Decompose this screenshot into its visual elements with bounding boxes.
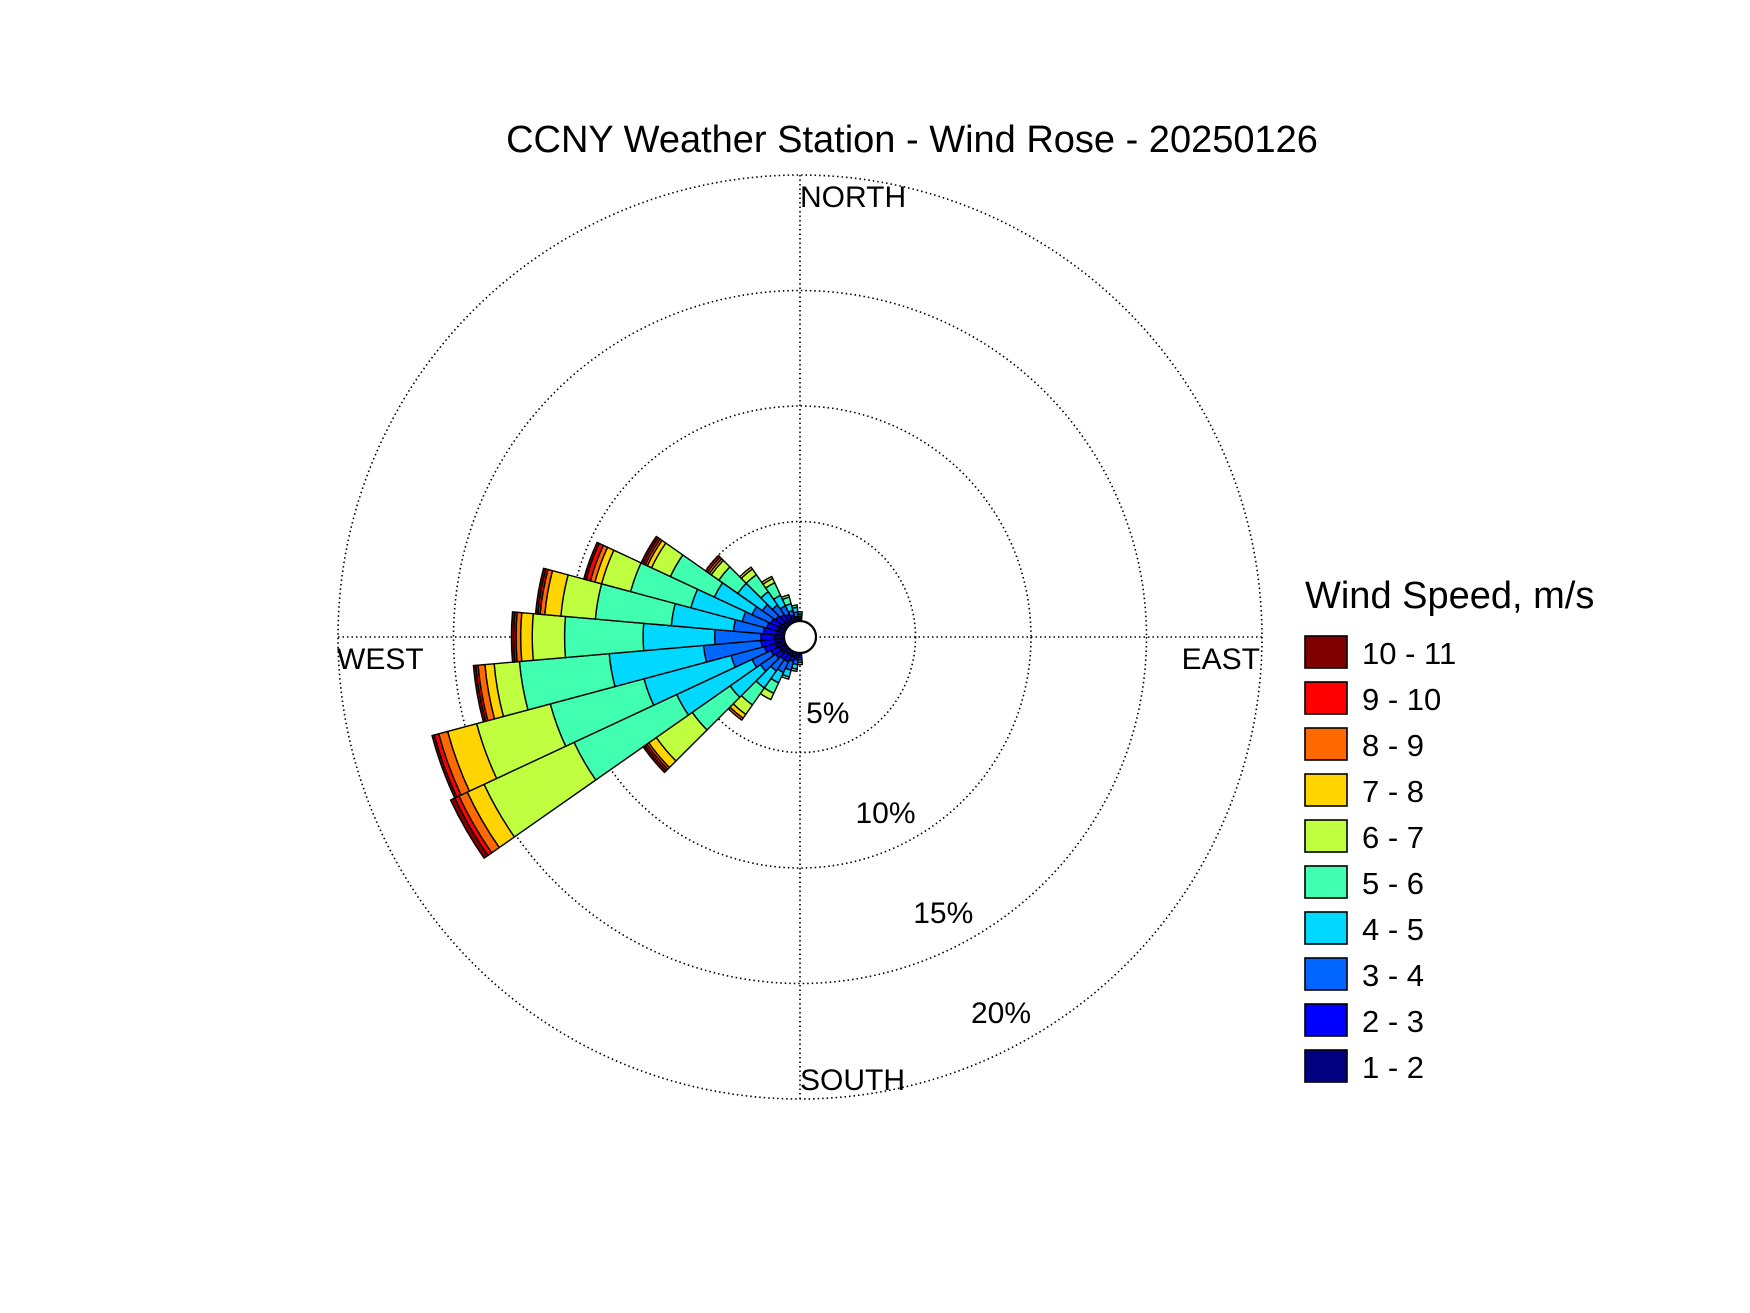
sector-260 — [472, 637, 786, 723]
direction-label-south: SOUTH — [800, 1064, 905, 1097]
legend-swatch — [1304, 681, 1348, 715]
legend-swatch — [1304, 865, 1348, 899]
sector-320 — [738, 566, 792, 627]
ring-label-20: 20% — [971, 997, 1031, 1030]
direction-label-north: NORTH — [800, 181, 906, 214]
chart-title: CCNY Weather Station - Wind Rose - 20250… — [506, 119, 1318, 161]
sector-230 — [642, 645, 790, 774]
legend-label: 9 - 10 — [1362, 682, 1441, 717]
sector-250-bin-10-11 — [431, 734, 458, 799]
legend: Wind Speed, m/s 10 - 11 9 - 10 8 - 9 7 - 8 6… — [1304, 575, 1594, 1085]
sector-230-bin-10-11 — [642, 744, 667, 774]
sector-350-bin-5-6 — [790, 604, 799, 609]
legend-swatch — [1304, 1049, 1348, 1083]
sector-330-bin-7-8 — [760, 575, 774, 585]
legend-label: 7 - 8 — [1362, 774, 1424, 809]
sector-310 — [704, 554, 790, 629]
ring-label-10: 10% — [855, 797, 915, 830]
legend-items: 10 - 11 9 - 10 8 - 9 7 - 8 6 - 7 5 - 6 4 - 5 3 … — [1304, 635, 1456, 1085]
legend-label: 4 - 5 — [1362, 912, 1424, 947]
sector-220 — [727, 647, 792, 721]
legend-label: 3 - 4 — [1362, 958, 1424, 993]
ring-label-15: 15% — [913, 897, 973, 930]
sector-320-bin-7-8 — [738, 566, 754, 580]
radial-tick-labels: 5% 10% 15% 20% — [806, 697, 1031, 1030]
calm-circle — [782, 619, 818, 655]
ring-label-5: 5% — [806, 697, 849, 730]
legend-label: 2 - 3 — [1362, 1004, 1424, 1039]
sector-180 — [796, 652, 804, 666]
legend-swatch — [1304, 1003, 1348, 1037]
sector-270-bin-6-7 — [531, 612, 567, 662]
calm-center — [782, 619, 818, 655]
sector-300-bin-10-11 — [640, 535, 659, 565]
grid-ring-3 — [452, 289, 1148, 985]
legend-swatch — [1304, 773, 1348, 807]
legend-swatch — [1304, 819, 1348, 853]
legend-swatch — [1304, 911, 1348, 945]
sector-280 — [534, 567, 786, 637]
sector-280-bin-10-11 — [534, 567, 547, 615]
direction-label-west: WEST — [337, 643, 424, 676]
sector-290-bin-10-11 — [583, 541, 600, 581]
legend-title: Wind Speed, m/s — [1305, 575, 1594, 617]
legend-label: 8 - 9 — [1362, 728, 1424, 763]
sector-270-bin-7-8 — [519, 611, 534, 663]
legend-label: 1 - 2 — [1362, 1050, 1424, 1085]
legend-swatch — [1304, 635, 1348, 669]
legend-swatch — [1304, 727, 1348, 761]
sector-260-bin-10-11 — [472, 664, 487, 723]
legend-label: 6 - 7 — [1362, 820, 1424, 855]
sector-0 — [797, 611, 803, 622]
legend-label: 5 - 6 — [1362, 866, 1424, 901]
sector-240-bin-10-11 — [449, 797, 489, 859]
sector-270-bin-10-11 — [510, 611, 516, 663]
legend-swatch — [1304, 957, 1348, 991]
sector-340-bin-6-7 — [780, 594, 790, 601]
sector-0-bin-4-5 — [797, 611, 803, 615]
legend-label: 10 - 11 — [1362, 636, 1456, 671]
sector-310-bin-9-10 — [704, 554, 721, 573]
sector-270 — [510, 611, 785, 663]
direction-label-east: EAST — [1182, 643, 1260, 676]
wind-sectors — [431, 535, 804, 859]
sector-250 — [431, 640, 787, 799]
